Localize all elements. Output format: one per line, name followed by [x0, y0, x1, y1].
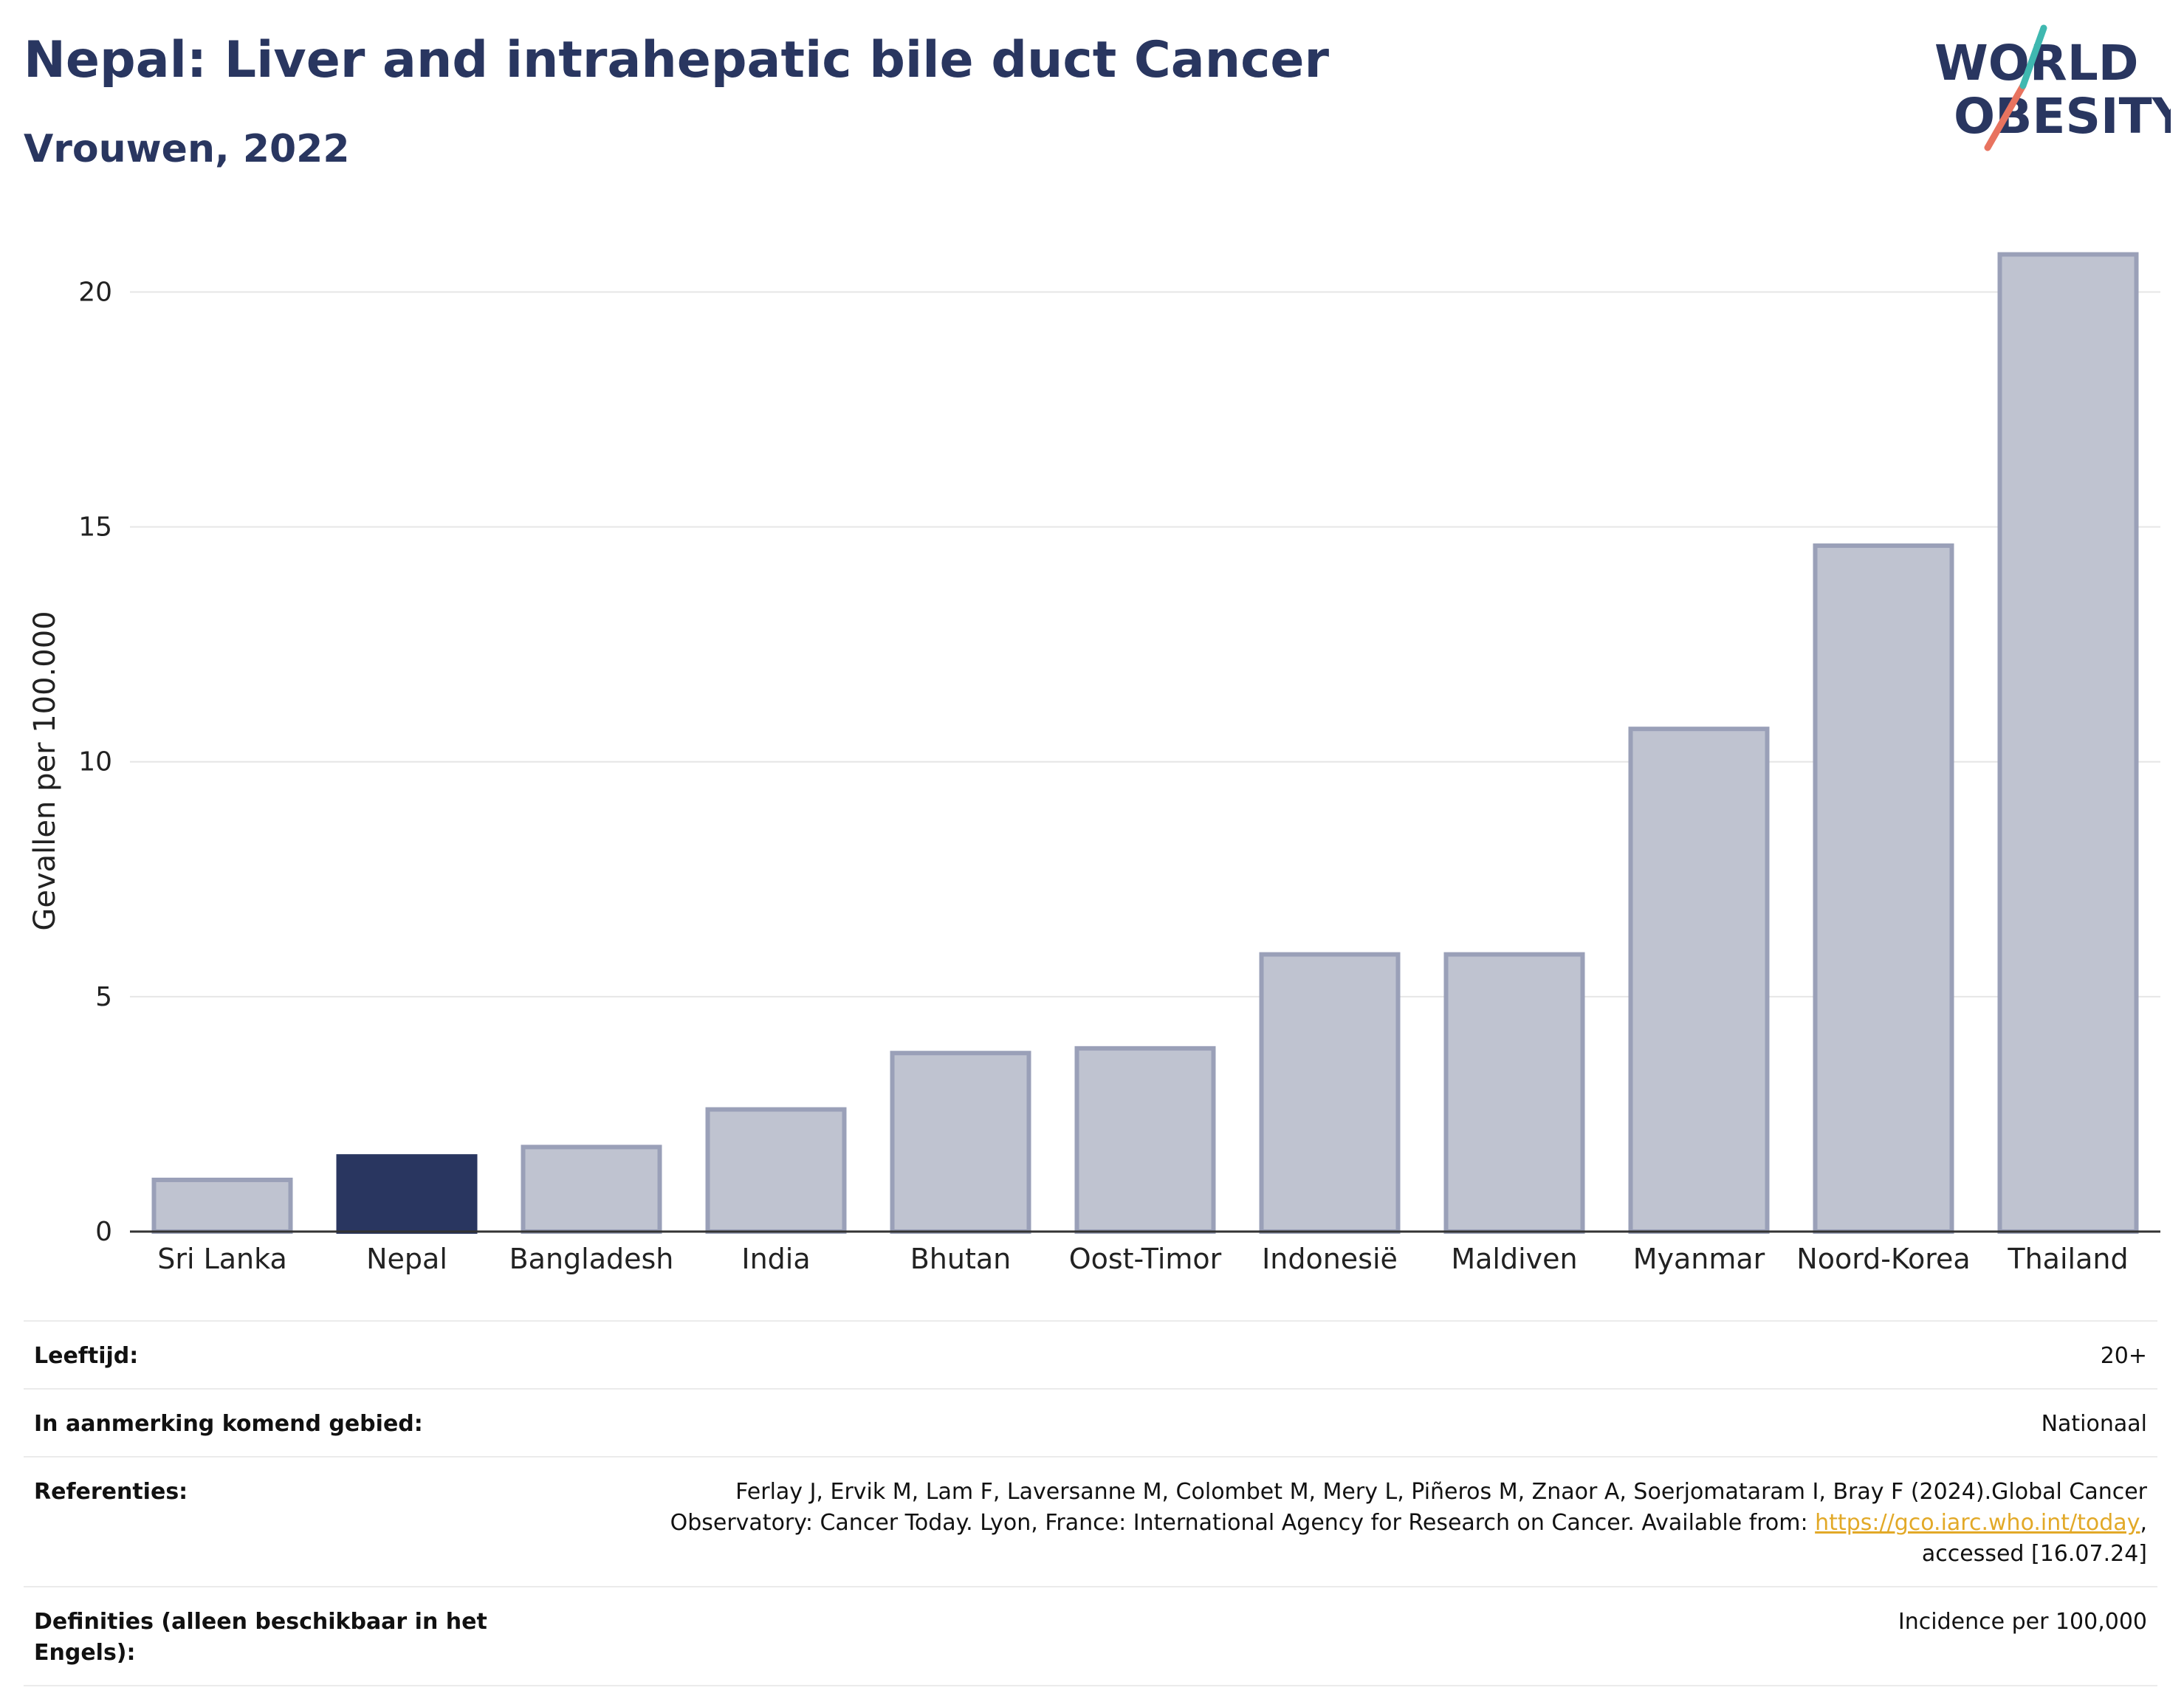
labels: 0 5 10 15 20 Sri Lanka Nepal Bangladesh India Bhu… [28, 277, 2129, 1275]
meta-row-area: In aanmerking komend gebied: Nationaal [24, 1390, 2157, 1458]
meta-row-age: Leeftijd: 20+ [24, 1322, 2157, 1390]
logo-slash-lower [1984, 82, 2027, 151]
reference-link[interactable]: https://gco.iarc.who.int/today [1815, 1510, 2140, 1536]
bar-india[interactable] [705, 1107, 847, 1234]
x-tick-label: Oost-Timor [1069, 1243, 1222, 1275]
world-obesity-logo: WORLD OBESITY [1934, 24, 2171, 151]
bar-sri-lanka[interactable] [151, 1178, 293, 1234]
meta-row-references: Referenties: Ferlay J, Ervik M, Lam F, L… [24, 1458, 2157, 1587]
chart-title: Nepal: Liver and intrahepatic bile duct … [24, 31, 1330, 89]
meta-value-age: 20+ [2100, 1343, 2147, 1369]
bar-bhutan[interactable] [890, 1051, 1031, 1235]
x-tick-label: Maldiven [1451, 1243, 1577, 1275]
meta-value-references: Ferlay J, Ervik M, Lam F, Laversanne M, … [506, 1477, 2147, 1570]
bar-chart: 0 5 10 15 20 Sri Lanka Nepal Bangladesh India Bhu… [28, 252, 2160, 1275]
bar-oost-timor[interactable] [1074, 1046, 1216, 1235]
logo-slash-upper [2019, 24, 2047, 89]
bar-noord-korea[interactable] [1813, 543, 1954, 1234]
x-tick-label: Bangladesh [509, 1243, 674, 1275]
x-tick-label: Noord-Korea [1796, 1243, 1970, 1275]
y-tick-label: 0 [95, 1217, 112, 1247]
logo-line2: OBESITY [1954, 88, 2171, 145]
reference-line-1: Ferlay J, Ervik M, Lam F, Laversanne M, … [735, 1479, 2147, 1505]
y-tick-label: 10 [78, 747, 112, 777]
meta-key-references: Referenties: [34, 1479, 188, 1505]
bar-bangladesh[interactable] [521, 1144, 662, 1234]
meta-value-definitions: Incidence per 100,000 [1898, 1609, 2147, 1635]
reference-line-2: Observatory: Cancer Today. Lyon, France:… [506, 1508, 2147, 1539]
bar-nepal[interactable] [336, 1154, 478, 1234]
meta-key-area: In aanmerking komend gebied: [34, 1411, 423, 1437]
y-tick-label: 15 [78, 512, 112, 543]
metadata-table: Leeftijd: 20+ In aanmerking komend gebie… [24, 1320, 2157, 1686]
reference-line-2-end: , [2140, 1510, 2147, 1536]
y-axis-title: Gevallen per 100.000 [28, 611, 62, 930]
bars [151, 252, 2139, 1235]
y-tick-label: 5 [95, 982, 112, 1012]
y-tick-label: 20 [78, 277, 112, 307]
bar-indonesi-[interactable] [1259, 952, 1401, 1234]
x-tick-label: Indonesië [1262, 1243, 1398, 1275]
reference-line-2-text: Observatory: Cancer Today. Lyon, France:… [670, 1510, 1816, 1536]
x-tick-label: Nepal [366, 1243, 447, 1275]
x-tick-label: Myanmar [1633, 1243, 1765, 1275]
bar-myanmar[interactable] [1628, 727, 1770, 1234]
x-tick-label: Thailand [2007, 1243, 2128, 1275]
chart-subtitle: Vrouwen, 2022 [24, 127, 350, 171]
x-tick-label: Sri Lanka [157, 1243, 287, 1275]
x-tick-label: Bhutan [910, 1243, 1012, 1275]
meta-key-age: Leeftijd: [34, 1343, 139, 1369]
meta-row-definitions: Definities (alleen beschikbaar in het En… [24, 1587, 2157, 1686]
bar-thailand[interactable] [1997, 252, 2139, 1234]
meta-value-area: Nationaal [2041, 1411, 2147, 1437]
meta-key-definitions: Definities (alleen beschikbaar in het En… [34, 1609, 487, 1666]
bar-maldiven[interactable] [1443, 952, 1585, 1234]
reference-line-3: accessed [16.07.24] [1921, 1541, 2147, 1567]
x-tick-label: India [741, 1243, 810, 1275]
